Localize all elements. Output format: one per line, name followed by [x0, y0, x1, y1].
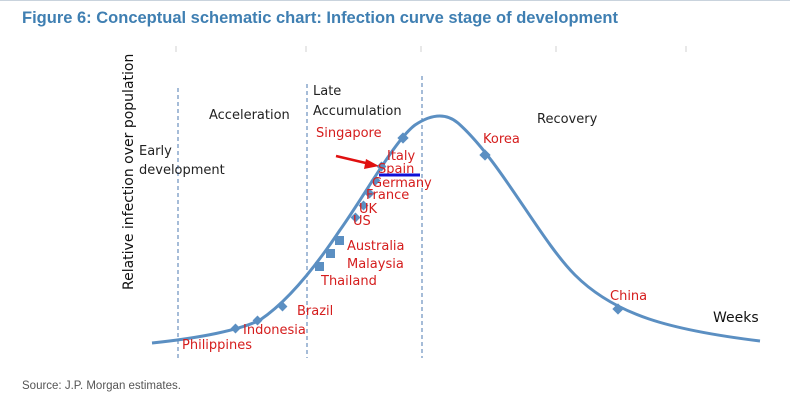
label-us: US — [353, 214, 371, 229]
marker-singapore — [397, 132, 409, 144]
y-axis-label: Relative infection over population — [121, 54, 137, 290]
marker-france — [364, 188, 375, 199]
phase-recovery: Recovery — [537, 112, 598, 127]
label-china: China — [610, 289, 647, 304]
label-uk: UK — [359, 202, 378, 217]
marker-spain — [376, 161, 387, 172]
label-korea: Korea — [483, 132, 520, 147]
label-indonesia: Indonesia — [243, 323, 306, 338]
label-australia: Australia — [347, 239, 405, 254]
spain-pointer-arrow — [335, 154, 379, 169]
phase-early-line1: Early — [139, 144, 172, 159]
label-france: France — [366, 188, 409, 203]
marker-uk — [358, 200, 369, 211]
phase-late-line1: Late — [313, 84, 341, 99]
label-philippines: Philippines — [182, 338, 252, 353]
x-axis-label: Weeks — [713, 310, 759, 326]
label-singapore: Singapore — [316, 126, 382, 141]
top-rule — [0, 0, 790, 1]
label-spain: Spain — [378, 162, 414, 177]
label-brazil: Brazil — [297, 304, 333, 319]
label-malaysia: Malaysia — [347, 257, 404, 272]
marker-malaysia — [326, 249, 335, 258]
marker-germany — [370, 175, 381, 186]
source-note: Source: J.P. Morgan estimates. — [22, 380, 181, 392]
phase-acceleration: Acceleration — [209, 108, 290, 123]
marker-australia — [335, 236, 344, 245]
marker-china — [612, 303, 624, 315]
label-thailand: Thailand — [320, 274, 377, 289]
marker-thailand — [315, 262, 324, 271]
figure-title: Figure 6: Conceptual schematic chart: In… — [22, 9, 618, 27]
top-ticks — [175, 46, 687, 52]
marker-korea — [479, 149, 491, 161]
phase-early-line2: development — [139, 163, 225, 178]
marker-us — [350, 212, 361, 223]
marker-brazil — [277, 301, 288, 312]
infection-curve — [151, 114, 761, 345]
marker-indonesia — [252, 315, 263, 326]
phase-late-line2: Accumulation — [313, 104, 402, 119]
label-italy: Italy — [387, 149, 416, 164]
label-germany: Germany — [372, 176, 432, 191]
marker-philippines — [230, 323, 241, 334]
